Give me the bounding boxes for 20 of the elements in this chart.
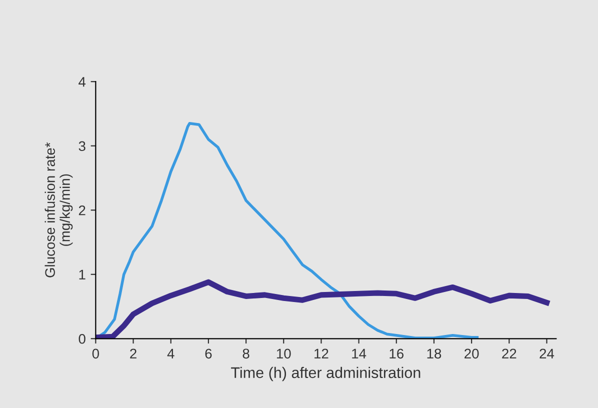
y-tick-label: 2	[78, 205, 86, 216]
y-tick-label: 1	[79, 270, 86, 280]
x-tick-label: 0	[92, 348, 99, 359]
y-tick-label: 4	[78, 77, 86, 87]
x-axis-title: Time (h) after administration	[231, 366, 420, 382]
x-tick-label: 22	[502, 348, 516, 358]
x-tick-label: 18	[427, 348, 442, 359]
x-tick-label: 14	[352, 348, 366, 358]
x-tick-label: 8	[242, 348, 250, 359]
x-tick-label: 16	[390, 348, 404, 359]
y-tick-label: 0	[78, 334, 86, 344]
x-tick-label: 2	[130, 348, 136, 358]
x-tick-label: 10	[276, 348, 291, 359]
x-tick-label: 24	[540, 348, 554, 358]
x-tick-label: 12	[314, 348, 328, 358]
y-axis-title: Glucose infusion rate* (mg/kg/min)	[44, 142, 73, 278]
x-tick-label: 4	[167, 348, 174, 358]
x-tick-label: 20	[464, 348, 479, 359]
x-tick-label: 6	[205, 348, 212, 359]
y-tick-label: 3	[78, 141, 86, 152]
